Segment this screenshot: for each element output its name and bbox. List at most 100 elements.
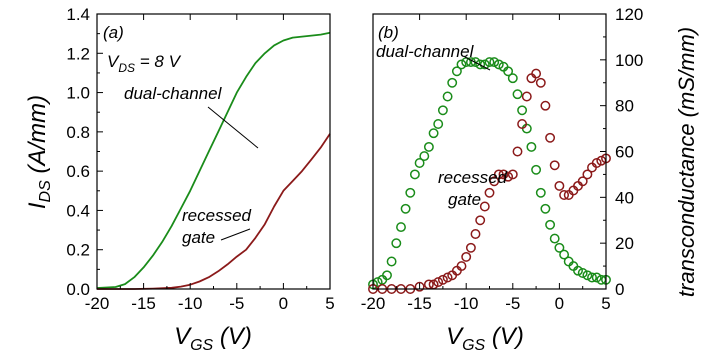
panel-b-point-dual-channel xyxy=(507,73,518,84)
annotation-leader-dual-channel-a xyxy=(207,106,259,149)
panel-a-x-tick-label: -5 xyxy=(229,294,244,313)
panel-b-point-dual-channel xyxy=(591,272,602,283)
panel-b-point-recessed-gate xyxy=(517,119,528,129)
panel-a-ticks: -20 -15 -10 -5 0 5 0.0 0.2 0.4 0.6 0.8 1.0 1.2 1.4 xyxy=(66,5,334,313)
panel-b-y-tick-label: 40 xyxy=(615,188,634,207)
annotation-recessed-b: recessed xyxy=(438,168,508,187)
panel-b-point-dual-channel xyxy=(493,59,504,70)
panel-b-point-dual-channel xyxy=(573,265,583,276)
panel-b-point-recessed-gate xyxy=(442,272,453,283)
panel-b-point-dual-channel xyxy=(549,233,560,244)
annotation-dual-channel-b: dual-channel xyxy=(376,42,475,61)
panel-b-point-dual-channel xyxy=(470,57,481,68)
panel-a-x-tick-label: 5 xyxy=(325,294,334,313)
panel-a-y-tick-label: 1.2 xyxy=(66,44,90,63)
panel-b-point-recessed-gate xyxy=(493,169,504,180)
panel-b-y-tick-label: 60 xyxy=(615,143,634,162)
panel-b-point-dual-channel xyxy=(433,119,444,129)
panel-b-point-dual-channel xyxy=(526,141,537,152)
panel-b-point-recessed-gate xyxy=(591,158,602,168)
panel-b-point-recessed-gate xyxy=(465,242,476,253)
panel-b-point-recessed-gate xyxy=(554,180,565,191)
panel-b-point-recessed-gate xyxy=(577,176,588,187)
panel-b-point-recessed-gate xyxy=(489,176,500,187)
panel-a-x-axis-label: VGS (V) xyxy=(174,323,252,354)
panel-a-y-tick-label: 0.2 xyxy=(66,241,90,260)
panel-b-point-dual-channel xyxy=(554,242,565,253)
panel-b-y-tick-label: 0 xyxy=(615,280,624,299)
annotation-recessed-a: recessed xyxy=(182,206,252,225)
annotation-leader-recessed-a xyxy=(220,228,251,241)
panel-b-y-tick-label: 120 xyxy=(615,5,643,24)
panel-b-point-dual-channel xyxy=(386,256,397,267)
panel-b-point-dual-channel xyxy=(456,59,467,70)
panel-b-point-dual-channel xyxy=(587,272,597,283)
panel-b-point-dual-channel xyxy=(423,141,434,152)
panel-b-point-recessed-gate xyxy=(498,169,509,180)
panel-a: -20 -15 -10 -5 0 5 0.0 0.2 0.4 0.6 0.8 1.0 1.2 1.4 (a… xyxy=(24,5,335,354)
panel-b-point-dual-channel xyxy=(475,59,486,70)
panel-b-point-recessed-gate xyxy=(433,277,444,288)
panel-b-point-dual-channel xyxy=(391,238,402,249)
panel-b-point-dual-channel xyxy=(545,219,556,230)
panel-b-point-recessed-gate xyxy=(535,77,546,88)
vds-symbol: V xyxy=(107,52,120,71)
panel-b-point-dual-channel xyxy=(577,268,588,278)
panel-b-point-dual-channel xyxy=(559,249,570,260)
panel-b-point-recessed-gate xyxy=(531,68,542,79)
panel-b-point-dual-channel xyxy=(535,187,546,198)
annotation-leader-dual-channel-b xyxy=(464,56,491,71)
panel-b-point-recessed-gate xyxy=(414,281,425,292)
panel-b-x-tick-label: 0 xyxy=(555,294,564,313)
panel-b-point-recessed-gate xyxy=(479,201,490,212)
annotation-dual-channel-a: dual-channel xyxy=(124,84,223,103)
panel-b-point-recessed-gate xyxy=(475,215,486,226)
panel-b-point-dual-channel xyxy=(540,203,551,214)
panel-b-point-dual-channel xyxy=(414,158,425,168)
panel-b-point-recessed-gate xyxy=(484,187,495,198)
panel-a-y-axis-label: IDS (A/mm) xyxy=(24,95,54,209)
panel-b-x-tick-label: -15 xyxy=(407,294,432,313)
panel-a-frame xyxy=(96,13,331,290)
panel-b-point-recessed-gate xyxy=(437,274,448,285)
panel-b-x-tick-label: -20 xyxy=(361,294,386,313)
panel-b-point-recessed-gate xyxy=(470,229,481,239)
panel-b-x-axis-label: VGS (V) xyxy=(446,323,524,354)
panel-a-x-tick-label: -15 xyxy=(131,294,156,313)
vds-subscript: DS xyxy=(118,61,135,75)
panel-b-point-dual-channel xyxy=(582,270,593,281)
panel-b-series xyxy=(368,57,611,294)
panel-a-x-tick-label: -20 xyxy=(85,294,110,313)
panel-b-point-recessed-gate xyxy=(503,171,514,182)
panel-b-point-dual-channel xyxy=(447,77,458,88)
panel-b-point-dual-channel xyxy=(396,222,406,233)
panel-b-point-recessed-gate xyxy=(512,146,523,157)
panel-b-point-recessed-gate xyxy=(507,169,518,180)
panel-b-point-dual-channel xyxy=(479,59,490,70)
panel-b-point-dual-channel xyxy=(503,66,514,77)
panel-a-y-tick-label: 0.0 xyxy=(66,280,90,299)
panel-a-line-recessed-gate xyxy=(97,133,331,290)
panel-b-point-recessed-gate xyxy=(545,132,556,143)
panel-b-point-dual-channel xyxy=(517,105,528,116)
panel-b-point-recessed-gate xyxy=(540,100,551,111)
panel-a-y-tick-label: 0.4 xyxy=(66,201,90,220)
panel-b-point-recessed-gate xyxy=(582,169,593,180)
panel-a-y-tick-label: 0.8 xyxy=(66,123,90,142)
annotation-gate-a: gate xyxy=(182,228,215,247)
panel-b-point-dual-channel xyxy=(442,91,453,102)
panel-b-y-tick-label: 20 xyxy=(615,234,634,253)
panel-b-y-axis-label: transconductance (mS/mm) xyxy=(674,27,699,297)
panel-b-x-tick-label: -5 xyxy=(505,294,520,313)
panel-b-point-recessed-gate xyxy=(559,190,570,200)
panel-b-point-dual-channel xyxy=(512,89,523,100)
panel-a-x-tick-label: -10 xyxy=(178,294,203,313)
panel-a-y-tick-label: 0.6 xyxy=(66,162,90,181)
panel-b-point-recessed-gate xyxy=(456,261,467,272)
panel-a-y-tick-label: 1.4 xyxy=(66,5,90,24)
panel-b-y-tick-label: 80 xyxy=(615,97,634,116)
panel-b-point-recessed-gate xyxy=(521,91,532,102)
panel-b-point-dual-channel xyxy=(405,187,416,198)
